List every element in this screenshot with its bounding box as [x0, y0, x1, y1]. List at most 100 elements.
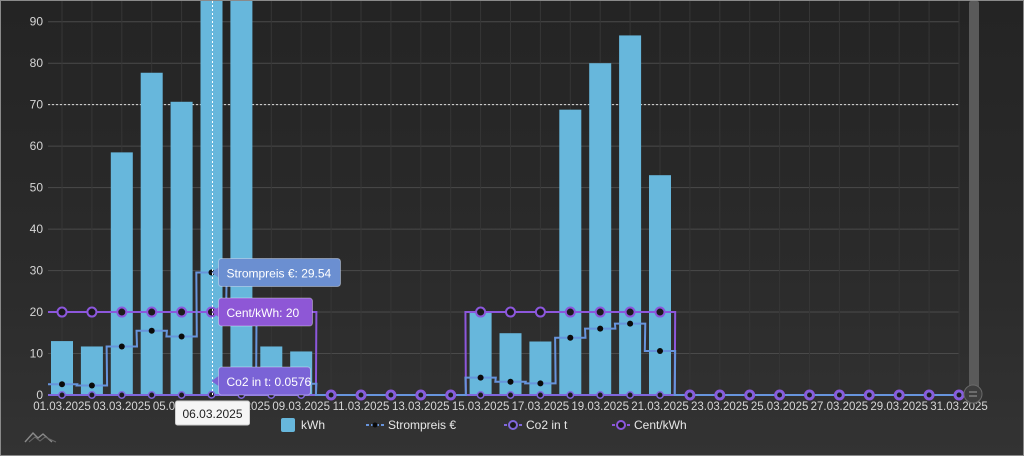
point-co2	[357, 391, 365, 399]
x-tick-label: 17.03.2025	[512, 401, 570, 413]
point-strompreis	[537, 380, 544, 387]
tooltip-label: Strompreis €: 29.54	[227, 266, 332, 280]
point-co2	[685, 391, 694, 399]
y-axis: 0 10 20 30 40 50 60 70 80 90	[30, 15, 44, 402]
y-tick-label: 50	[30, 181, 44, 195]
y-tick-label: 80	[30, 56, 44, 70]
point-co2	[177, 391, 186, 399]
point-co2	[476, 391, 485, 399]
point-co2	[506, 391, 515, 399]
legend: kWh Strompreis € Co2 in t Cent/kWh	[281, 418, 687, 432]
point-co2	[536, 391, 545, 399]
point-cent-kwh	[475, 306, 487, 318]
bar-kwh	[140, 72, 163, 395]
point-co2	[147, 391, 156, 399]
point-strompreis	[597, 325, 604, 332]
point-strompreis	[118, 343, 125, 350]
bar-kwh	[51, 341, 73, 395]
legend-label: kWh	[301, 418, 325, 432]
bar-kwh	[589, 63, 612, 396]
point-cent-kwh	[176, 306, 188, 318]
y-tick-label: 60	[30, 139, 44, 153]
y-tick-label: 40	[30, 222, 44, 236]
point-co2	[715, 391, 724, 399]
point-co2	[327, 391, 336, 399]
point-co2	[596, 391, 605, 399]
bar-kwh	[230, 1, 253, 395]
legend-label: Cent/kWh	[634, 418, 687, 432]
point-cent-kwh	[564, 306, 576, 318]
y-tick-label: 20	[30, 305, 44, 319]
point-co2	[895, 391, 904, 399]
hover-date-label: 06.03.2025	[182, 407, 242, 421]
point-co2	[117, 391, 126, 399]
tooltips: Strompreis €: 29.54 Cent/kWh: 20 Co2 in t:…	[211, 257, 341, 396]
x-tick-label: 15.03.2025	[452, 401, 510, 413]
point-strompreis	[507, 378, 514, 385]
point-cent-kwh	[86, 306, 98, 318]
tooltip-box	[218, 366, 311, 396]
y-tick-label: 30	[30, 264, 44, 278]
x-tick-label: 25.03.2025	[751, 401, 809, 413]
point-cent-kwh	[146, 306, 158, 318]
point-strompreis	[567, 334, 574, 341]
y-tick-label: 0	[36, 388, 43, 402]
x-tick-label: 27.03.2025	[811, 401, 869, 413]
x-tick-label: 23.03.2025	[691, 401, 749, 413]
point-strompreis	[657, 348, 663, 355]
y-tick-label: 10	[30, 347, 44, 361]
point-strompreis	[178, 333, 185, 340]
point-co2	[446, 391, 455, 399]
point-cent-kwh	[56, 306, 68, 318]
point-co2	[955, 391, 963, 399]
x-tick-label: 21.03.2025	[631, 401, 689, 413]
point-strompreis	[88, 382, 95, 389]
x-tick-label: 31.03.2025	[930, 401, 988, 413]
legend-marker-point	[372, 422, 378, 428]
legend-marker-point	[616, 420, 626, 430]
bar-kwh	[499, 333, 522, 395]
point-strompreis	[148, 327, 155, 334]
legend-label: Co2 in t	[526, 418, 568, 432]
hover-date-box	[175, 400, 250, 426]
tooltip-pointer	[211, 376, 219, 386]
x-tick-label: 19.03.2025	[571, 401, 629, 413]
point-strompreis	[627, 320, 634, 327]
y-tick-label: 70	[30, 98, 44, 112]
point-co2	[626, 391, 635, 399]
point-co2	[745, 391, 754, 399]
x-tick-label: 01.03.2025	[33, 401, 91, 413]
tooltip-box	[218, 297, 313, 327]
point-co2	[656, 391, 664, 399]
bar-kwh	[469, 312, 492, 395]
point-cent-kwh	[505, 306, 516, 318]
bar-kwh	[559, 109, 582, 396]
tooltip-label: Co2 in t: 0.0576	[227, 375, 312, 389]
point-strompreis	[59, 381, 65, 388]
point-co2	[835, 391, 844, 399]
bar-kwh	[170, 101, 193, 395]
point-strompreis	[477, 374, 484, 381]
point-co2	[87, 391, 96, 399]
point-co2	[566, 391, 575, 399]
tooltip-pointer	[211, 307, 219, 318]
hover-cursor: 06.03.2025	[175, 1, 250, 426]
legend-marker-kwh	[281, 418, 295, 432]
point-cent-kwh	[654, 306, 666, 318]
point-cent-kwh	[594, 306, 606, 318]
scrollbar-grip-icon[interactable]	[963, 384, 983, 404]
tooltip-box	[218, 257, 341, 287]
point-co2	[386, 391, 395, 399]
tooltip-pointer	[211, 267, 219, 278]
bar-kwh	[619, 35, 642, 395]
chart-logo-icon	[24, 431, 57, 443]
x-tick-label: 03.03.2025	[93, 401, 151, 413]
x-tick-label: 09.03.2025	[272, 401, 330, 413]
point-cent-kwh	[534, 306, 546, 318]
bar-kwh	[80, 346, 103, 395]
point-co2	[925, 391, 934, 399]
point-cent-kwh	[116, 306, 128, 318]
vertical-scrollbar[interactable]	[969, 1, 979, 396]
point-co2	[416, 391, 425, 399]
